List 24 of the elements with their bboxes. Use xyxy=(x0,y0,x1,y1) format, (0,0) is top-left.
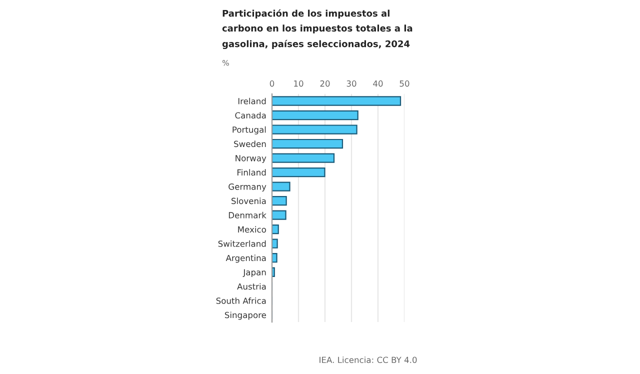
y-tick-label: Ireland xyxy=(238,98,266,104)
y-tick-label: Portugal xyxy=(232,126,266,134)
y-tick-label: Mexico xyxy=(238,226,266,233)
x-tick-label: 0 xyxy=(270,80,274,87)
y-tick-label: Canada xyxy=(235,112,266,119)
x-tick-label: 20 xyxy=(320,80,330,87)
y-tick-label: Switzerland xyxy=(218,240,266,247)
y-tick-label: South Africa xyxy=(216,297,266,304)
y-tick-label: Sweden xyxy=(234,140,266,148)
chart-title: Participación de los impuestos al carbono en los impuestos totales a la gasolina, países seleccionados, 2024 xyxy=(222,9,412,50)
x-tick-label: 30 xyxy=(346,80,356,87)
y-tick-label: Austria xyxy=(237,283,266,290)
y-tick-label: Norway xyxy=(236,155,266,163)
x-tick-label: 10 xyxy=(294,80,304,87)
x-tick-label: 40 xyxy=(373,80,383,87)
y-tick-label: Slovenia xyxy=(232,198,266,204)
y-tick-label: Finland xyxy=(237,169,266,176)
y-tick-label: Argentina xyxy=(226,254,266,263)
y-tick-label: Germany xyxy=(228,184,266,192)
y-tick-label: Japan xyxy=(242,269,266,278)
y-tick-label: Denmark xyxy=(228,212,266,218)
x-tick-label: 50 xyxy=(400,80,410,87)
y-tick-label: Singapore xyxy=(224,312,266,320)
text: IEA. Licencia: CC BY 4.0 xyxy=(320,356,417,364)
